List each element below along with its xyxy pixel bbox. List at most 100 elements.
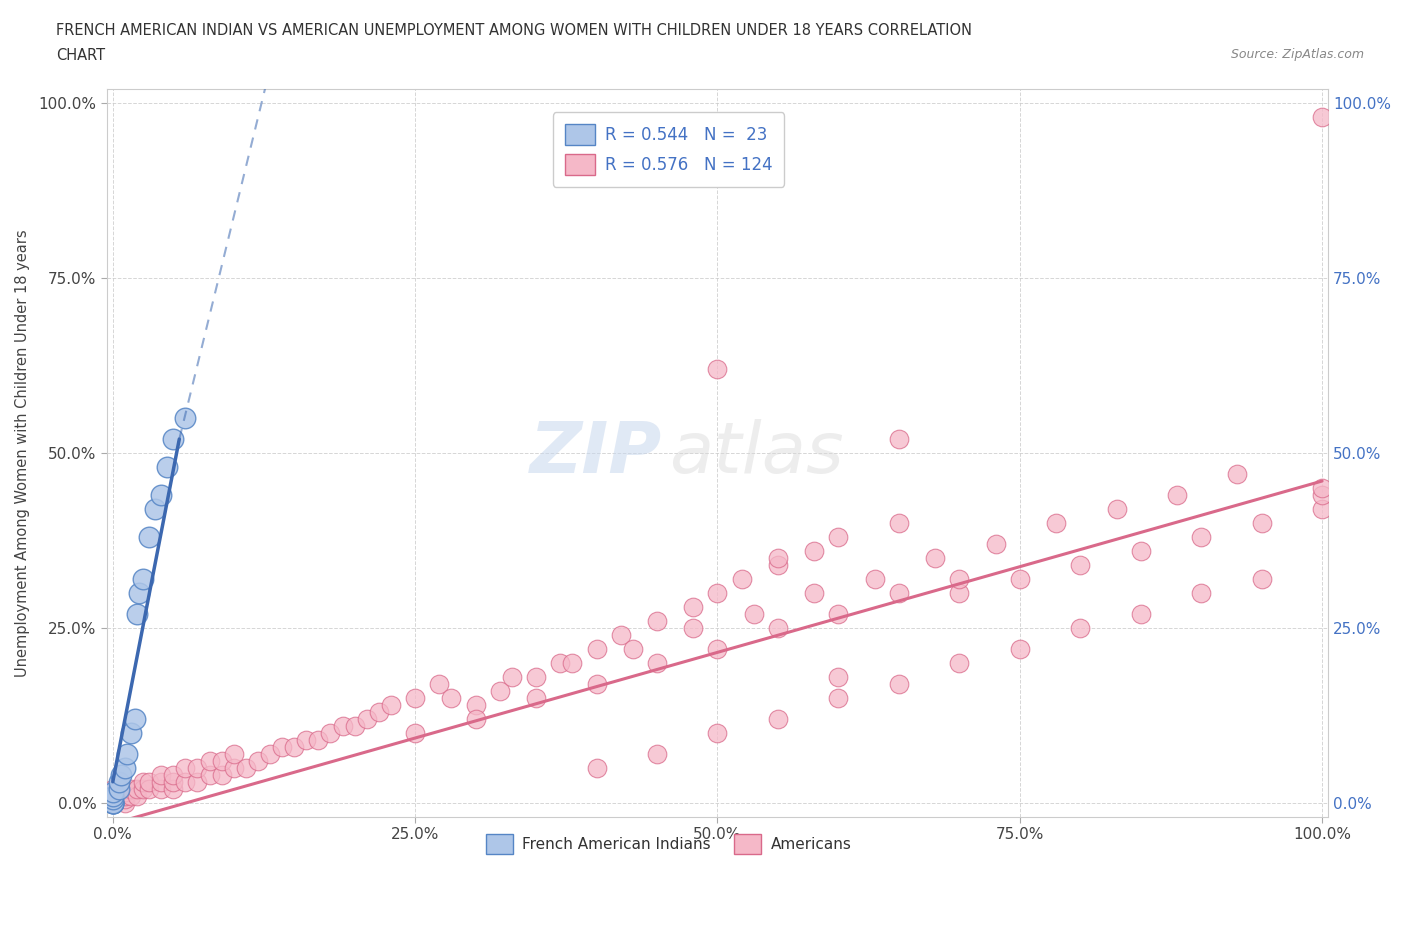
Point xyxy=(156,459,179,474)
Point xyxy=(101,795,124,810)
Point xyxy=(948,656,970,671)
Point xyxy=(101,791,124,806)
Point xyxy=(101,795,124,810)
Point xyxy=(887,515,910,530)
Point xyxy=(198,767,221,782)
Point xyxy=(101,795,124,810)
Point xyxy=(101,789,124,804)
Point xyxy=(332,718,354,733)
Point xyxy=(766,620,789,635)
Point xyxy=(1008,572,1031,587)
Point xyxy=(101,795,124,810)
Point xyxy=(101,785,124,800)
Point xyxy=(1105,501,1128,516)
Point xyxy=(101,781,124,796)
Point xyxy=(120,781,142,796)
Point xyxy=(101,795,124,810)
Point xyxy=(1226,467,1249,482)
Point xyxy=(162,767,184,782)
Point xyxy=(948,572,970,587)
Point xyxy=(150,767,173,782)
Point xyxy=(464,711,486,726)
Point xyxy=(827,690,849,705)
Point xyxy=(101,789,124,804)
Point xyxy=(887,586,910,601)
Point xyxy=(174,411,197,426)
Point xyxy=(1045,515,1067,530)
Point xyxy=(108,775,131,790)
Point xyxy=(827,606,849,621)
Point xyxy=(120,789,142,804)
Point xyxy=(730,572,752,587)
Point xyxy=(380,698,402,712)
Point xyxy=(114,785,136,800)
Point xyxy=(150,781,173,796)
Point xyxy=(1250,572,1272,587)
Point xyxy=(1069,620,1091,635)
Point xyxy=(138,775,160,790)
Point xyxy=(101,791,124,806)
Point xyxy=(101,785,124,800)
Point xyxy=(682,600,704,615)
Point xyxy=(101,795,124,810)
Point xyxy=(271,739,294,754)
Point xyxy=(162,775,184,790)
Point xyxy=(211,753,233,768)
Point xyxy=(803,586,825,601)
Point xyxy=(101,795,124,810)
Point xyxy=(585,761,607,776)
Point xyxy=(585,676,607,691)
Point xyxy=(132,775,155,790)
Point xyxy=(138,529,160,544)
Point xyxy=(186,775,208,790)
Point xyxy=(114,789,136,804)
Point xyxy=(1129,606,1152,621)
Point xyxy=(682,620,704,635)
Point xyxy=(827,670,849,684)
Text: CHART: CHART xyxy=(56,48,105,63)
Point xyxy=(440,690,463,705)
Point xyxy=(948,586,970,601)
Point xyxy=(645,747,668,762)
Point xyxy=(246,753,269,768)
Point xyxy=(356,711,378,726)
Point xyxy=(150,487,173,502)
Point xyxy=(464,698,486,712)
Point xyxy=(211,767,233,782)
Point xyxy=(1189,586,1212,601)
Point xyxy=(706,725,728,740)
Point xyxy=(609,628,631,643)
Point xyxy=(283,739,305,754)
Point xyxy=(984,537,1007,551)
Point xyxy=(1250,515,1272,530)
Point xyxy=(117,747,139,762)
Point xyxy=(524,690,547,705)
Point xyxy=(766,551,789,565)
Point xyxy=(101,795,124,810)
Point xyxy=(114,795,136,810)
Point xyxy=(803,543,825,558)
Point xyxy=(1069,557,1091,572)
Point xyxy=(125,789,148,804)
Point xyxy=(343,718,366,733)
Point xyxy=(1189,529,1212,544)
Point xyxy=(222,761,245,776)
Point xyxy=(706,586,728,601)
Point xyxy=(1129,543,1152,558)
Point xyxy=(101,795,124,810)
Point xyxy=(863,572,886,587)
Point xyxy=(132,781,155,796)
Text: FRENCH AMERICAN INDIAN VS AMERICAN UNEMPLOYMENT AMONG WOMEN WITH CHILDREN UNDER : FRENCH AMERICAN INDIAN VS AMERICAN UNEMP… xyxy=(56,23,972,38)
Point xyxy=(621,642,644,657)
Point xyxy=(427,676,450,691)
Point xyxy=(404,690,426,705)
Point xyxy=(1008,642,1031,657)
Point xyxy=(706,362,728,377)
Point xyxy=(1310,501,1333,516)
Point xyxy=(1310,487,1333,502)
Point xyxy=(101,789,124,804)
Point xyxy=(143,501,166,516)
Text: ZIP: ZIP xyxy=(530,418,662,487)
Point xyxy=(766,711,789,726)
Point xyxy=(742,606,765,621)
